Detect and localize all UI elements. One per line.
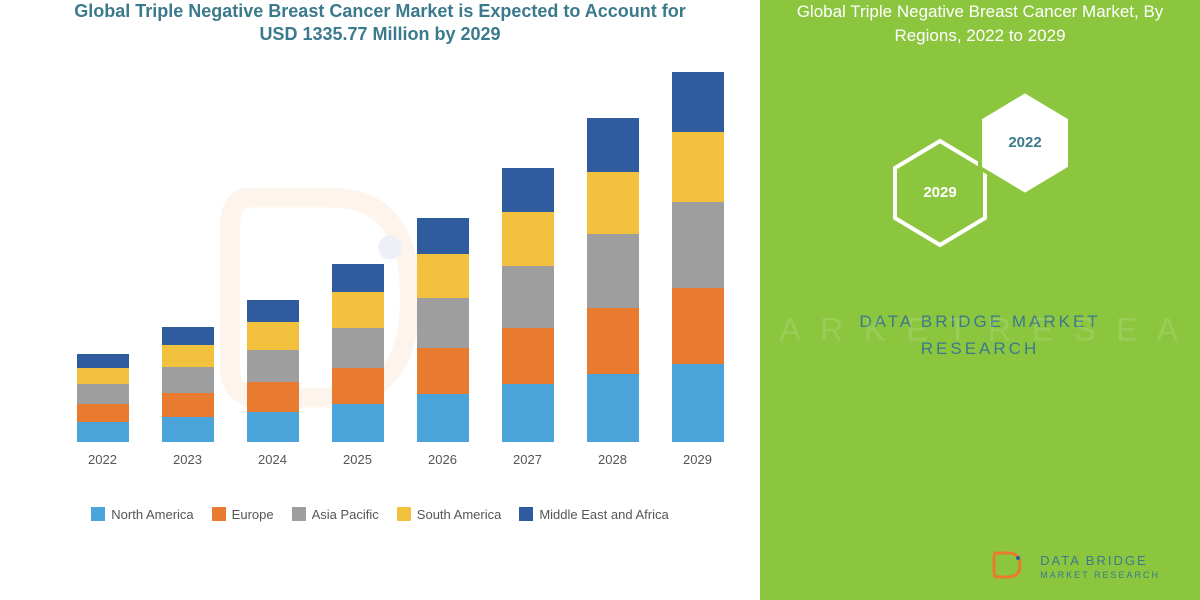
bar-segment — [587, 118, 639, 172]
legend-item: Europe — [212, 507, 274, 522]
bar-group: 2029 — [655, 72, 740, 467]
bar-label: 2029 — [683, 452, 712, 467]
bar-segment — [502, 212, 554, 266]
legend-swatch — [91, 507, 105, 521]
chart-area: 2022 2023 2024 2025 2026 2027 2028 2029 — [40, 77, 740, 497]
bar-segment — [587, 374, 639, 442]
bar-segment — [77, 384, 129, 404]
bar-label: 2027 — [513, 452, 542, 467]
legend-swatch — [519, 507, 533, 521]
legend-label: Europe — [232, 507, 274, 522]
chart-title: Global Triple Negative Breast Cancer Mar… — [20, 0, 740, 47]
bar-stack — [587, 118, 639, 442]
right-panel-title: Global Triple Negative Breast Cancer Mar… — [760, 0, 1200, 48]
bar-segment — [162, 345, 214, 367]
legend-item: Middle East and Africa — [519, 507, 668, 522]
bar-segment — [332, 328, 384, 368]
bar-segment — [247, 300, 299, 322]
bar-segment — [672, 288, 724, 364]
legend-label: North America — [111, 507, 193, 522]
legend-swatch — [292, 507, 306, 521]
bar-group: 2022 — [60, 354, 145, 467]
legend-item: North America — [91, 507, 193, 522]
hexagon: 2022 — [975, 88, 1075, 198]
brand-text: DATA BRIDGE MARKET RESEARCH — [760, 308, 1200, 362]
bar-stack — [502, 168, 554, 442]
bar-group: 2025 — [315, 264, 400, 467]
bar-segment — [502, 168, 554, 212]
bar-segment — [247, 322, 299, 350]
bar-segment — [162, 327, 214, 345]
bar-stack — [332, 264, 384, 442]
brand-line-1: DATA BRIDGE MARKET — [760, 308, 1200, 335]
bar-segment — [247, 350, 299, 382]
bar-group: 2028 — [570, 118, 655, 467]
bar-segment — [162, 393, 214, 417]
bar-segment — [502, 384, 554, 442]
legend-item: Asia Pacific — [292, 507, 379, 522]
bar-segment — [417, 254, 469, 298]
legend-label: Asia Pacific — [312, 507, 379, 522]
bottom-logo: DATA BRIDGE MARKET RESEARCH — [990, 545, 1160, 590]
bar-stack — [77, 354, 129, 442]
bar-segment — [77, 404, 129, 422]
bar-group: 2024 — [230, 300, 315, 467]
bar-group: 2027 — [485, 168, 570, 467]
bar-label: 2028 — [598, 452, 627, 467]
bar-stack — [247, 300, 299, 442]
bar-segment — [672, 72, 724, 132]
brand-line-2: RESEARCH — [760, 335, 1200, 362]
bar-segment — [587, 234, 639, 308]
bar-segment — [162, 367, 214, 393]
bar-label: 2025 — [343, 452, 372, 467]
bar-group: 2023 — [145, 327, 230, 467]
bar-segment — [502, 328, 554, 384]
bar-stack — [162, 327, 214, 442]
hex-label: 2029 — [923, 184, 956, 201]
bridge-logo-icon — [990, 545, 1030, 590]
bar-segment — [332, 264, 384, 292]
bar-label: 2026 — [428, 452, 457, 467]
bar-segment — [417, 298, 469, 348]
bar-segment — [417, 394, 469, 442]
bar-segment — [332, 292, 384, 328]
bar-segment — [247, 382, 299, 412]
legend-swatch — [397, 507, 411, 521]
bar-segment — [417, 218, 469, 254]
legend-label: South America — [417, 507, 502, 522]
bar-segment — [162, 417, 214, 442]
bottom-logo-line-2: MARKET RESEARCH — [1040, 570, 1160, 582]
bar-segment — [587, 172, 639, 234]
hexagon-group: 2029 2022 — [880, 88, 1080, 268]
main-container: Global Triple Negative Breast Cancer Mar… — [0, 0, 1200, 600]
bars-container: 2022 2023 2024 2025 2026 2027 2028 2029 — [60, 107, 740, 467]
bar-segment — [77, 368, 129, 384]
legend-label: Middle East and Africa — [539, 507, 668, 522]
hex-label: 2022 — [1008, 134, 1041, 151]
bar-segment — [502, 266, 554, 328]
bar-label: 2022 — [88, 452, 117, 467]
bottom-logo-text: DATA BRIDGE MARKET RESEARCH — [1040, 553, 1160, 582]
bar-segment — [417, 348, 469, 394]
bar-label: 2024 — [258, 452, 287, 467]
bar-stack — [417, 218, 469, 442]
bar-segment — [672, 364, 724, 442]
bar-segment — [77, 354, 129, 368]
bar-group: 2026 — [400, 218, 485, 467]
bar-label: 2023 — [173, 452, 202, 467]
bottom-logo-line-1: DATA BRIDGE — [1040, 553, 1160, 570]
bar-segment — [77, 422, 129, 442]
bar-segment — [672, 202, 724, 288]
bar-segment — [672, 132, 724, 202]
legend: North America Europe Asia Pacific South Ame… — [20, 507, 740, 522]
left-panel: Global Triple Negative Breast Cancer Mar… — [0, 0, 760, 600]
bar-segment — [332, 368, 384, 404]
legend-swatch — [212, 507, 226, 521]
bar-segment — [587, 308, 639, 374]
bar-segment — [332, 404, 384, 442]
right-panel: Global Triple Negative Breast Cancer Mar… — [760, 0, 1200, 600]
legend-item: South America — [397, 507, 502, 522]
bar-segment — [247, 412, 299, 442]
bar-stack — [672, 72, 724, 442]
